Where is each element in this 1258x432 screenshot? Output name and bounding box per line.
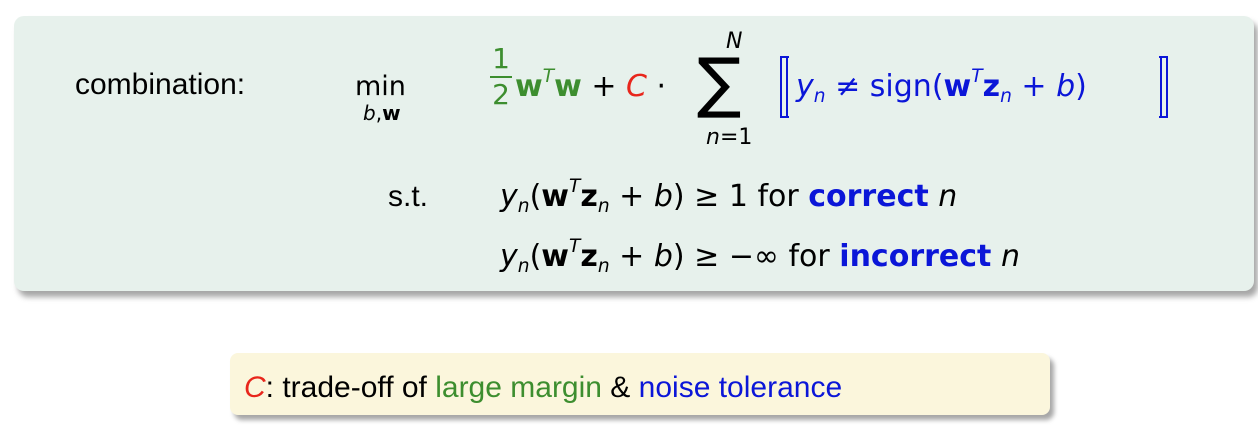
incorrect-keyword: incorrect xyxy=(839,239,992,274)
constraint-incorrect: yn(wTzn + b) ≥ −∞ for incorrect n xyxy=(500,236,1020,277)
sum-upper-limit: N xyxy=(726,29,743,54)
fraction-bar xyxy=(490,76,512,78)
objective-terms: wTw + C · xyxy=(515,66,667,104)
fraction-numerator: 1 xyxy=(492,42,510,75)
note-large-margin: large margin xyxy=(435,371,602,404)
formula-box xyxy=(14,16,1254,291)
sum-symbol: ∑ xyxy=(697,44,742,121)
note-c: C xyxy=(244,371,266,404)
note-text: C: trade-off of large margin & noise tol… xyxy=(244,371,843,404)
half-fraction: 1 2 xyxy=(490,44,512,110)
right-double-bracket xyxy=(1159,56,1168,118)
left-double-bracket xyxy=(780,56,789,118)
note-noise-tolerance: noise tolerance xyxy=(638,371,843,404)
subject-to-label: s.t. xyxy=(388,180,429,213)
min-subscript: b,w xyxy=(363,101,401,125)
constraint-correct: yn(wTzn + b) ≥ 1 for correct n xyxy=(500,176,958,217)
note-box xyxy=(230,353,1050,415)
sum-lower-limit: n=1 xyxy=(706,125,753,150)
indicator-expression: yn ≠ sign(wTzn + b) xyxy=(796,66,1087,107)
fraction-denominator: 2 xyxy=(492,78,510,111)
correct-keyword: correct xyxy=(808,179,929,214)
c-parameter: C xyxy=(626,69,647,104)
combination-label: combination: xyxy=(75,68,246,101)
min-operator: min xyxy=(355,71,406,102)
